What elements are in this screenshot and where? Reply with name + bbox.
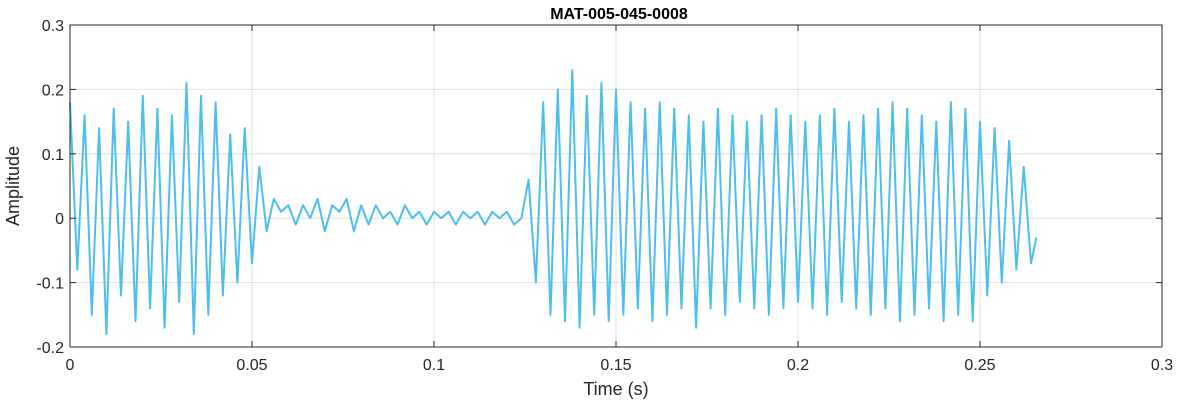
x-tick-label: 0 <box>66 357 75 374</box>
x-tick-label: 0.05 <box>236 357 267 374</box>
y-axis-label: Amplitude <box>3 146 23 226</box>
plot-area <box>69 69 1038 336</box>
x-tick-label: 0.15 <box>600 357 631 374</box>
y-tick-label: -0.1 <box>36 276 64 293</box>
y-tick-label: 0 <box>55 211 64 228</box>
y-tick-label: 0.2 <box>42 82 64 99</box>
y-tick-label: 0.3 <box>42 18 64 35</box>
x-axis-label: Time (s) <box>583 379 648 399</box>
y-tick-label: -0.2 <box>36 340 64 357</box>
x-tick-label: 0.3 <box>1151 357 1173 374</box>
waveform-line <box>69 69 1038 336</box>
y-tick-label: 0.1 <box>42 147 64 164</box>
x-tick-label: 0.1 <box>423 357 445 374</box>
ticks: 0 0.05 0.1 0.15 0.2 0.25 0.3 -0.2 -0.1 0 0.1 0.2 0.3 <box>36 18 1173 374</box>
chart-title: MAT-005-045-0008 <box>550 6 688 23</box>
x-tick-label: 0.2 <box>787 357 809 374</box>
x-tick-label: 0.25 <box>964 357 995 374</box>
